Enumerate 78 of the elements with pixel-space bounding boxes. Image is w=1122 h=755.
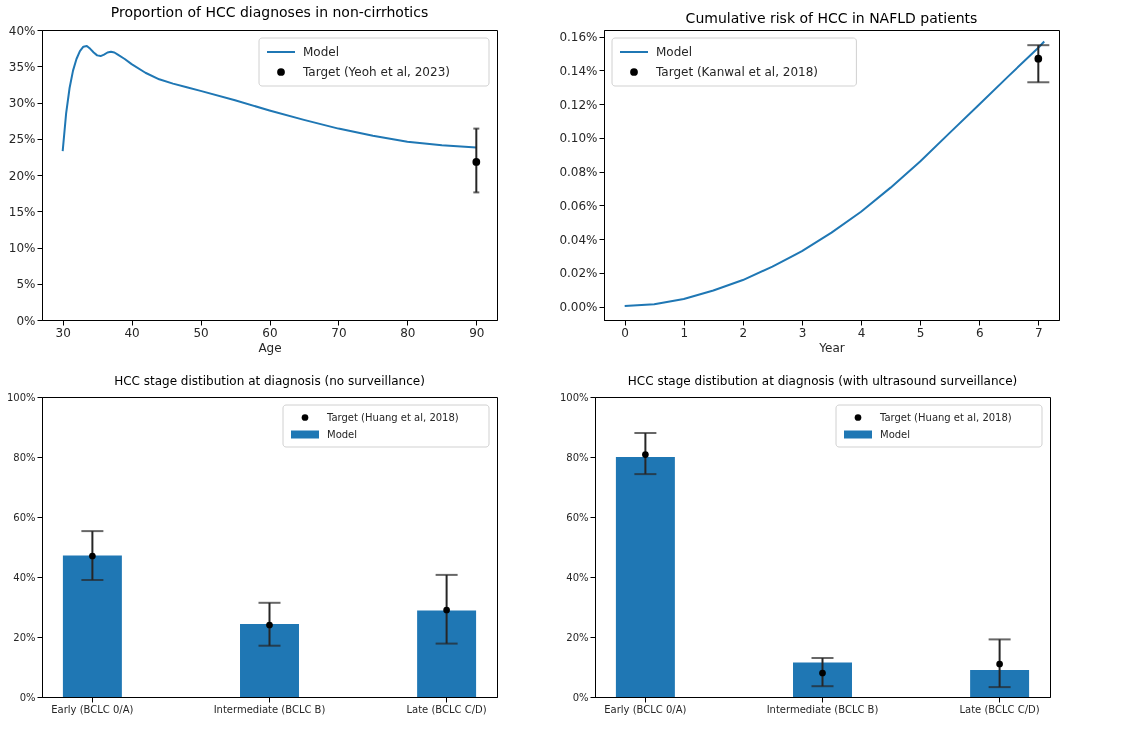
x-axis-title: Age (258, 340, 282, 355)
x-tick-label: 7 (1035, 325, 1043, 340)
x-tick-label: 50 (193, 325, 209, 340)
y-tick-label: 0.12% (559, 97, 598, 112)
x-tick-label: 4 (857, 325, 866, 340)
y-tick-label: 0.08% (559, 165, 598, 180)
point (819, 669, 826, 677)
y-tick-label: 20% (13, 631, 36, 643)
y-tick-label: 0% (16, 313, 36, 328)
x-tick-label: 90 (469, 325, 485, 340)
point (443, 606, 450, 614)
y-tick-label: 0.14% (559, 63, 598, 78)
y-tick-label: 80% (13, 451, 36, 463)
bar (970, 670, 1030, 697)
y-tick-label: 40% (8, 23, 36, 38)
y-tick-label: 20% (566, 631, 589, 643)
legend-label: Model (656, 45, 693, 59)
y-tick-label: 0.04% (559, 232, 598, 247)
y-tick-label: 10% (8, 241, 36, 255)
bar (62, 555, 122, 697)
y-tick-label: 0.06% (559, 198, 598, 213)
legend-label: Model (303, 45, 340, 59)
x-tick-label: 2 (739, 325, 748, 340)
chart-title: HCC stage distibution at diagnosis (no surveillance) (114, 374, 425, 388)
legend-label: Target (Yeoh et al, 2023) (302, 65, 450, 79)
y-tick-label: 0% (19, 691, 36, 703)
line-series (61, 44, 478, 153)
legend-label: Target (Huang et al, 2018) (326, 411, 459, 423)
legend-label: Model (327, 428, 358, 440)
y-tick-label: 15% (8, 204, 36, 219)
x-tick-label: 1 (680, 325, 689, 340)
y-tick-label: 60% (566, 511, 589, 523)
y-tick-label: 100% (6, 391, 36, 403)
y-tick-label: 100% (559, 391, 589, 403)
y-tick-label: 25% (8, 132, 36, 147)
legend-label: Target (Huang et al, 2018) (879, 411, 1012, 423)
x-tick-label: Intermediate (BCLC B) (766, 703, 879, 715)
y-tick-label: 0.16% (559, 30, 598, 45)
x-tick-label: 0 (621, 325, 629, 340)
point (642, 451, 649, 458)
x-tick-label: Early (BCLC 0/A) (51, 703, 134, 715)
x-tick-label: 70 (331, 325, 347, 340)
y-tick-label: 60% (13, 511, 36, 523)
y-tick-label: 0.00% (559, 300, 598, 315)
x-axis-title: Year (818, 340, 845, 355)
x-tick-label: 5 (916, 325, 925, 340)
x-tick-label: 80 (400, 325, 416, 340)
x-tick-label: 40 (124, 325, 140, 340)
bar (417, 610, 477, 697)
x-tick-label: 60 (262, 325, 278, 340)
bar (793, 662, 852, 697)
point (266, 621, 273, 629)
point (89, 552, 96, 560)
x-tick-label: 6 (975, 325, 984, 340)
legend-label: Model (880, 428, 911, 440)
y-tick-label: 0.02% (559, 266, 598, 281)
chart-title: HCC stage distibution at diagnosis (with ultrasound surveillance) (627, 374, 1018, 388)
chart-title: Proportion of HCC diagnoses in non-cirrhotics (110, 4, 429, 20)
bar (240, 624, 299, 697)
y-tick-label: 0.10% (559, 131, 598, 146)
point (996, 660, 1003, 668)
x-tick-label: 30 (55, 325, 71, 340)
y-tick-label: 40% (566, 571, 589, 583)
y-tick-label: 80% (566, 451, 589, 463)
legend-label: Target (Kanwal et al, 2018) (655, 65, 818, 79)
x-tick-label: Intermediate (BCLC B) (213, 703, 326, 715)
chart-title: Cumulative risk of HCC in NAFLD patients (685, 10, 978, 26)
y-tick-label: 0% (572, 691, 589, 703)
y-tick-label: 40% (13, 571, 36, 583)
y-tick-label: 30% (8, 96, 36, 110)
x-tick-label: 3 (798, 325, 807, 340)
y-tick-label: 35% (8, 59, 36, 74)
x-tick-label: Late (BCLC C/D) (959, 703, 1040, 715)
y-tick-label: 20% (8, 168, 36, 183)
x-tick-label: Early (BCLC 0/A) (604, 703, 687, 715)
y-tick-label: 5% (16, 277, 36, 292)
x-tick-label: Late (BCLC C/D) (406, 703, 487, 715)
bar (615, 457, 675, 697)
